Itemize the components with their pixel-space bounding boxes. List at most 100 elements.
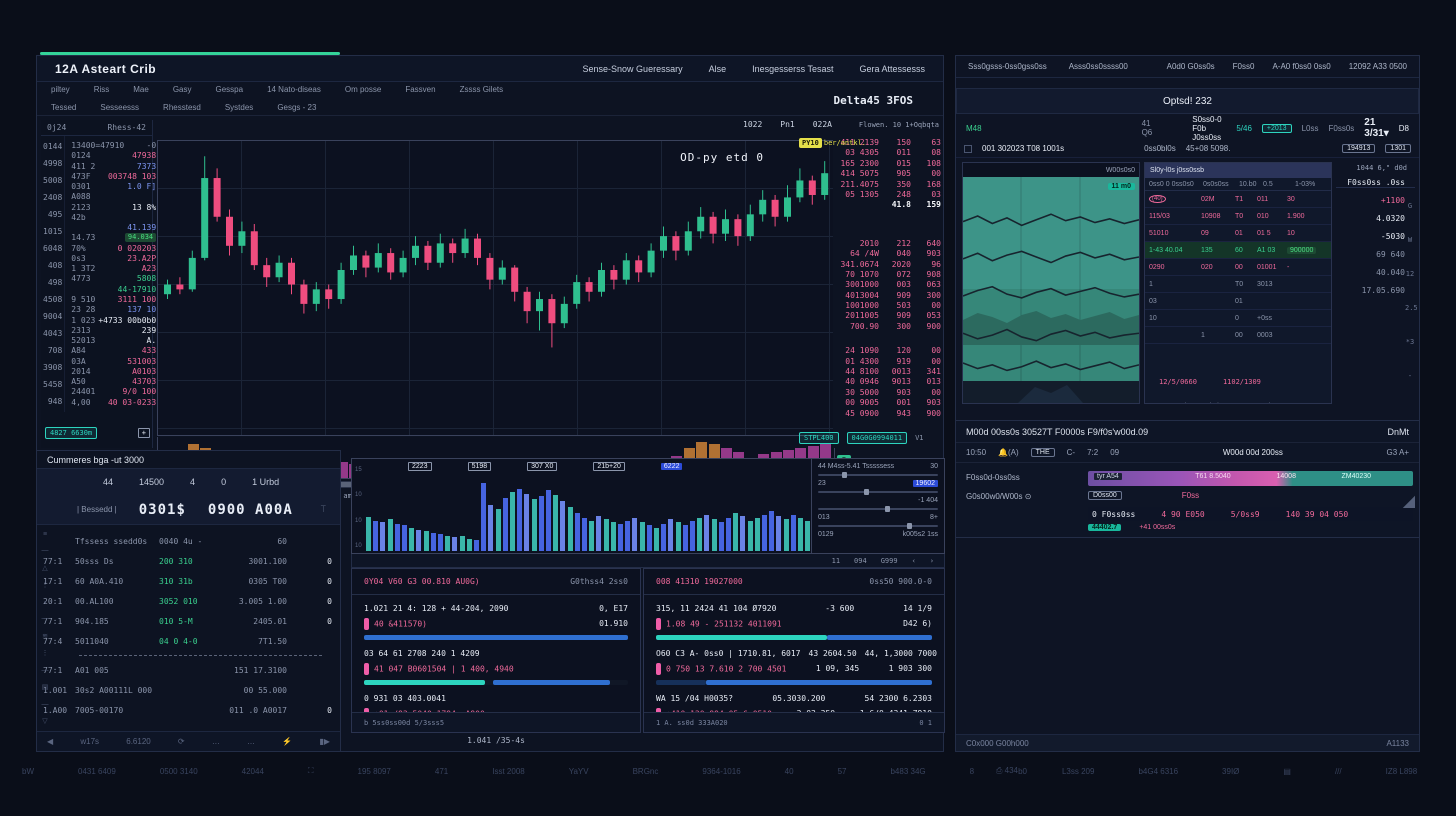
table-row[interactable]: 17:1 60 A0A.410 310 31b 0305 T00 0 <box>43 571 332 591</box>
card-a-footer-left[interactable]: b 5ss0ss00d 5/3sss5 <box>364 718 445 727</box>
status-left-12[interactable]: 57 <box>837 766 847 776</box>
slider-handle[interactable] <box>885 506 891 512</box>
contract-checkbox[interactable] <box>964 144 972 153</box>
bid-row[interactable]: 01 4300 919 00 <box>833 357 941 367</box>
toolbar1-item-0[interactable]: piltey <box>51 85 70 94</box>
resize-handle[interactable]: ◢ <box>1402 493 1415 510</box>
slider-handle[interactable] <box>863 489 869 495</box>
menu-item-1[interactable]: Alse <box>708 63 727 74</box>
chain-row[interactable]: 115/03 10908 T0 010 1.900 <box>1145 208 1331 225</box>
toolbar2-item-3[interactable]: Systdes <box>224 103 254 112</box>
toolbar1-item-6[interactable]: Om posse <box>344 85 382 94</box>
rail-icon-5[interactable]: — <box>41 615 49 623</box>
status-left-2[interactable]: 0500 3140 <box>159 766 198 776</box>
rail-icon-8[interactable]: — <box>41 666 49 674</box>
rail-icon-4[interactable]: ▫ <box>43 598 47 606</box>
chain-row[interactable]: 1-43 40.04 135 60 A1 03 900000 <box>1145 242 1331 259</box>
status-right-4[interactable]: ▤ <box>1283 766 1291 776</box>
bid-row[interactable]: 30 5000 903 00 <box>833 388 941 398</box>
toolbar1-item-5[interactable]: 14 Nato-diseas <box>267 85 321 94</box>
rail-icon-7[interactable]: ⋮ <box>41 650 49 658</box>
toolbar1-item-4[interactable]: Gesspa <box>215 85 244 94</box>
ask-row[interactable]: 165 2300 015 108 <box>833 159 941 169</box>
rail-icon-6[interactable]: ≋ <box>42 632 48 640</box>
profile-footer-3[interactable]: ‹ <box>911 556 916 565</box>
ladder-footer-badge[interactable]: 4827 6630m <box>45 427 98 439</box>
table-footer-icon-5[interactable]: … <box>247 737 256 746</box>
strategy-tool-0[interactable]: 10:50 <box>966 448 987 457</box>
bid-row[interactable]: 64 /4W 040 903 <box>833 249 941 259</box>
status-left-3[interactable]: 42044 <box>241 766 264 776</box>
status-left-1[interactable]: 0431 6409 <box>78 766 116 776</box>
table-row[interactable]: Tfssess ssedd0s 0040 4u - 60 <box>43 531 332 551</box>
status-right-7[interactable]: L2641106X <box>1439 767 1456 776</box>
bid-row[interactable]: 2010 212 640 <box>833 239 941 249</box>
table-header-0[interactable]: 44 <box>103 477 114 487</box>
table-footer-icon-2[interactable]: 6.6120 <box>126 737 151 746</box>
menu-item-0[interactable]: Sense-Snow Gueressary <box>582 63 683 74</box>
rw-menu-right-1[interactable]: F0ss0 <box>1232 62 1255 71</box>
ask-row[interactable]: 05 1305 248 03 <box>833 190 941 200</box>
bid-row[interactable]: 45 0900 943 900 <box>833 409 941 419</box>
profile-badge-0[interactable]: 2223 <box>408 462 432 471</box>
toolbar1-item-8[interactable]: Zssss Gilets <box>459 85 504 94</box>
table-header-3[interactable]: 0 <box>221 477 227 487</box>
ladder-add-button[interactable]: + <box>137 428 150 438</box>
menu-item-3[interactable]: Gera Attessesss <box>859 63 925 74</box>
bid-row[interactable]: 341.0674 2020 96 <box>833 260 941 270</box>
slider-handle[interactable] <box>906 523 912 529</box>
status-left-15[interactable]: b0 <box>1018 766 1027 776</box>
status-right-3[interactable]: 39IØ <box>1222 766 1240 776</box>
card-b-footer-left[interactable]: 1 A. ss0d 333A020 <box>656 718 728 727</box>
rw-menu-right-3[interactable]: 12092 A33 0500 <box>1348 62 1407 71</box>
chain-row[interactable]: 1 T0 3013 <box>1145 276 1331 293</box>
orderbook-rows[interactable]: 411 2139 150 63 03 4305 011 08 165 2300 015 108 4… <box>799 138 941 419</box>
status-right-5[interactable]: /// <box>1334 766 1342 776</box>
positions-table-footer[interactable]: ◀ w17s 6.6120 ⟳ … … ⚡ ▮▶ <box>37 731 340 751</box>
bid-row[interactable]: 24 1090 120 00 <box>833 346 941 356</box>
ask-row[interactable]: 211.4075 350 168 <box>833 180 941 190</box>
status-left-5[interactable]: 195 8097 <box>357 766 391 776</box>
rail-icon-9[interactable]: ▤ <box>41 684 49 692</box>
chain-col-1[interactable]: 0s0s0ss <box>1203 180 1229 188</box>
option-chain-columns[interactable]: 0ss0 0 0ss0s0 0s0s0ss 10.b0 0.5 1-03% <box>1145 178 1331 191</box>
table-footer-icon-6[interactable]: ⚡ <box>282 737 293 746</box>
bid-row[interactable]: 70 1070 072 908 <box>833 270 941 280</box>
status-left-7[interactable]: Isst 2008 <box>492 766 525 776</box>
ladder-price-column[interactable]: 0144 4998 5008 2408 495 1015 6048 408 498 4508 900… <box>41 136 66 412</box>
rail-icon-11[interactable]: ▽ <box>42 717 48 725</box>
table-row[interactable]: 1.001 30s2 A00111L 000 00 55.000 <box>43 680 332 700</box>
status-left-14[interactable]: 8 <box>969 766 975 776</box>
filter-icon[interactable]: ⟙ <box>320 504 326 514</box>
table-header-2[interactable]: 4 <box>190 477 196 487</box>
status-left-8[interactable]: YaYV <box>568 766 589 776</box>
chain-row[interactable]: 51010 09 01 01 5 10 <box>1145 225 1331 242</box>
chain-col-2[interactable]: 10.b0 <box>1239 180 1257 188</box>
table-footer-icon-1[interactable]: w17s <box>80 737 100 746</box>
strategy-tool-5[interactable]: 09 <box>1110 448 1120 457</box>
toolbar1-item-3[interactable]: Gasy <box>172 85 192 94</box>
indicator-list[interactable]: 13400=47910 -0 0124 47938 411 2 7373 473F 00374… <box>65 136 160 412</box>
profile-badge-4[interactable]: 6222 <box>660 463 683 470</box>
table-footer-icon-7[interactable]: ▮▶ <box>319 737 330 746</box>
table-header-1[interactable]: 14500 <box>139 477 165 487</box>
orderbook-tab-2[interactable]: 022A <box>812 120 832 129</box>
gbar-chip[interactable]: tyr A54 <box>1094 473 1122 480</box>
status-left-13[interactable]: b483 34G <box>890 766 926 776</box>
toolbar1-item-1[interactable]: Riss <box>93 85 110 94</box>
status-left-4[interactable]: ⛶ <box>307 766 314 775</box>
param-slider[interactable] <box>818 523 938 529</box>
chain-row[interactable]: 1 00 0003 <box>1145 327 1331 344</box>
buy-button[interactable]: STPL400 <box>799 432 839 444</box>
rw-menu-left-1[interactable]: Asss0ss0ssss00 <box>1068 62 1128 71</box>
bid-row[interactable]: 40 0946 9013 013 <box>833 377 941 387</box>
ask-row[interactable]: 414 5075 905 00 PY10 ber/antkl. <box>799 138 941 179</box>
table-footer-icon-4[interactable]: … <box>211 737 220 746</box>
bid-row[interactable]: 4013004 909 300 <box>833 291 941 301</box>
status-left-0[interactable]: bW <box>22 766 34 776</box>
volume-profile-footer[interactable]: 11 094 G999 ‹ › <box>351 554 945 568</box>
candlestick-chart[interactable]: OD-py etd 0 <box>157 140 835 436</box>
strategy-tool-1[interactable]: 🔔(A) <box>998 448 1019 457</box>
rail-icon-10[interactable]: — <box>41 700 49 708</box>
toolbar2-item-4[interactable]: Gesgs - 23 <box>277 103 317 112</box>
